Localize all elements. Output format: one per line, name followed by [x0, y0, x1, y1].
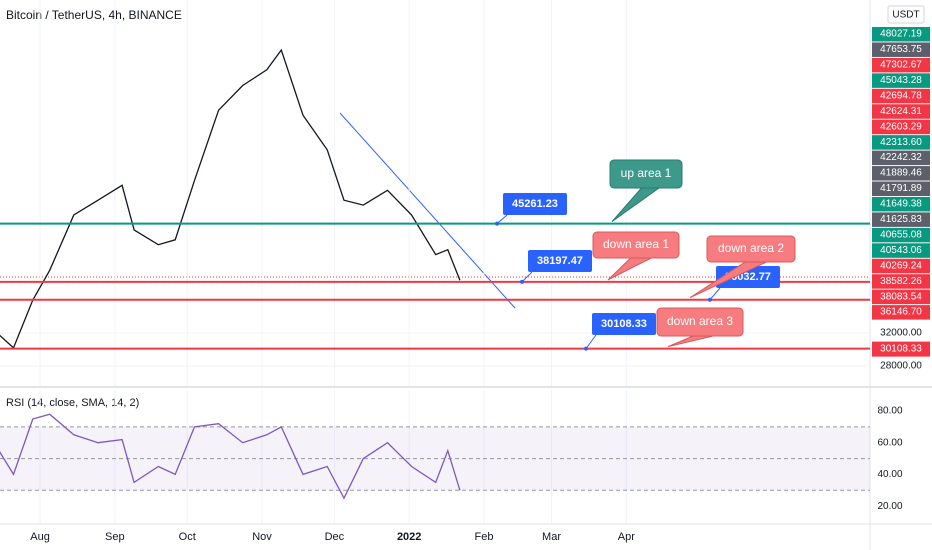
- price-callout-text: 45261.23: [512, 198, 558, 210]
- note-text: down area 1: [603, 237, 669, 251]
- x-tick-label: Aug: [30, 531, 50, 543]
- price-callout: [528, 250, 592, 272]
- price-scale-badge-text: 42242.32: [880, 152, 922, 163]
- callout-pointer: [585, 334, 597, 349]
- callout-anchor: [708, 297, 712, 302]
- price-scale-badge-text: 36146.70: [880, 307, 922, 318]
- price-callout: [592, 313, 656, 335]
- price-scale-badge: [872, 258, 930, 274]
- note-bubble: [609, 159, 683, 189]
- x-tick-label: 2022: [397, 531, 421, 543]
- callout-pointer: [709, 287, 721, 301]
- price-scale-badge: [872, 274, 930, 289]
- trend-line: [339, 112, 516, 309]
- y-tick-label: 40.00: [877, 469, 902, 480]
- note-text: down area 2: [718, 241, 784, 255]
- price-scale-badge-text: 40655.08: [880, 229, 922, 240]
- rsi-line: [0, 413, 461, 500]
- price-scale-badge-text: 42624.31: [880, 106, 922, 117]
- price-callout-text: 38197.47: [537, 255, 583, 267]
- price-scale-badge-text: 47302.67: [880, 60, 922, 71]
- x-tick-label: Sep: [105, 531, 125, 543]
- price-scale-badge: [872, 212, 930, 227]
- price-scale-badge: [872, 243, 930, 258]
- price-scale-badge-text: 40269.24: [880, 260, 922, 271]
- price-scale-badge-text: 42603.29: [880, 121, 922, 132]
- price-scale-badge-text: 42313.60: [880, 137, 922, 148]
- price-callout-text: 30108.33: [601, 318, 647, 330]
- currency-label: USDT: [892, 10, 919, 21]
- price-scale-badge: [872, 27, 930, 42]
- x-tick-label: Nov: [252, 531, 272, 543]
- price-scale-badge: [872, 119, 930, 135]
- x-tick-label: Feb: [474, 531, 493, 543]
- price-scale-badge: [872, 166, 930, 181]
- x-tick-label: Oct: [179, 531, 196, 543]
- price-scale-badge-text: 41791.89: [880, 183, 922, 194]
- y-tick-label: 32000.00: [880, 328, 922, 339]
- price-scale-badge: [872, 181, 930, 196]
- price-scale-badge: [872, 135, 930, 150]
- price-scale-badge-text: 41889.46: [880, 168, 922, 179]
- price-scale-badge: [872, 57, 930, 73]
- price-scale-badge-text: 30108.33: [880, 343, 922, 354]
- y-tick-label: 28000.00: [880, 361, 922, 372]
- price-scale-badge-text: 45043.28: [880, 75, 922, 86]
- price-scale-badge: [872, 341, 930, 357]
- price-scale-badge: [872, 88, 930, 104]
- price-scale-badge-text: 48027.19: [880, 29, 922, 40]
- y-tick-label: 80.00: [877, 406, 902, 417]
- x-tick-label: Mar: [542, 531, 561, 543]
- price-scale-badge: [872, 227, 930, 243]
- price-scale-badge-text: 47653.75: [880, 44, 922, 55]
- price-scale-badge: [872, 73, 930, 88]
- note-bubble: [592, 231, 680, 259]
- rsi-title: RSI (14, close, SMA, 14, 2): [6, 397, 139, 409]
- callout-pointer: [496, 214, 508, 224]
- price-scale-badge: [872, 104, 930, 119]
- callout-anchor: [520, 279, 524, 284]
- x-tick-label: Dec: [325, 531, 345, 543]
- callout-pointer: [521, 271, 533, 283]
- callout-anchor: [584, 346, 588, 351]
- price-scale-badge-text: 41649.38: [880, 199, 922, 210]
- callout-anchor: [495, 221, 499, 226]
- y-tick-label: 20.00: [877, 501, 902, 512]
- price-callout: [503, 193, 567, 215]
- price-scale-badge: [872, 305, 930, 320]
- price-scale-badge-text: 40543.06: [880, 245, 922, 256]
- x-tick-label: Apr: [618, 531, 635, 543]
- price-scale-badge: [872, 42, 930, 57]
- price-scale-badge: [872, 289, 930, 305]
- note-bubble: [706, 235, 796, 263]
- price-scale-badge: [872, 196, 930, 212]
- y-tick-label: 60.00: [877, 437, 902, 448]
- symbol-title: Bitcoin / TetherUS, 4h, BINANCE: [6, 8, 182, 22]
- price-scale-badge: [872, 150, 930, 166]
- price-scale-badge-text: 41625.83: [880, 214, 922, 225]
- note-text: up area 1: [621, 166, 672, 180]
- price-scale-badge-text: 38083.54: [880, 291, 922, 302]
- currency-button[interactable]: [887, 5, 925, 24]
- price-scale-badge-text: 42694.78: [880, 90, 922, 101]
- price-scale-badge-text: 38582.26: [880, 276, 922, 287]
- note-bubble: [656, 307, 744, 337]
- note-text: down area 3: [667, 314, 733, 328]
